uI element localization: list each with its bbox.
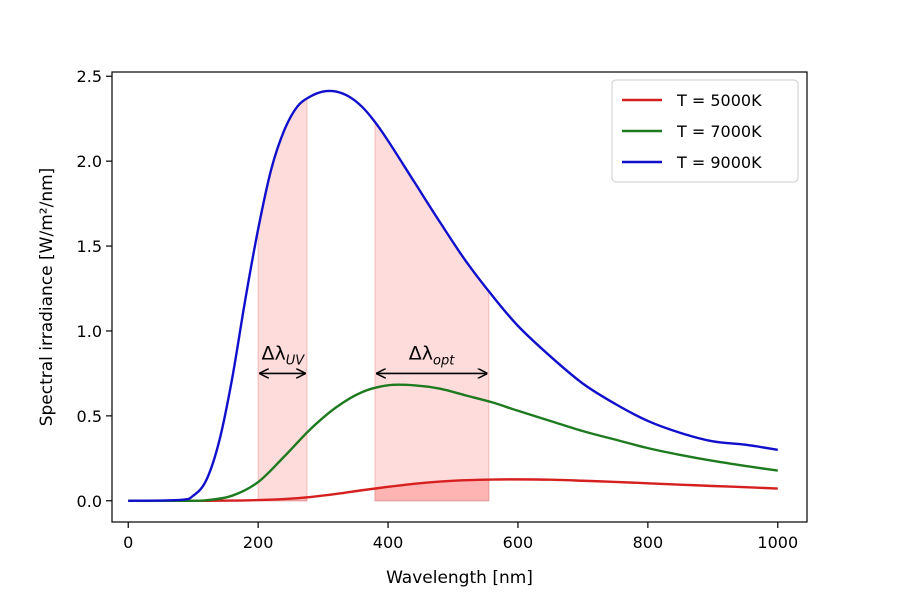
delta-lambda-opt-label: Δλopt	[409, 342, 455, 368]
annotations: ΔλUV Δλopt	[260, 342, 487, 373]
delta-lambda-uv-label: ΔλUV	[261, 342, 305, 368]
y-tick-label: 0.5	[77, 407, 102, 426]
x-tick-label: 0	[123, 533, 133, 552]
legend-label-3: T = 9000K	[676, 153, 762, 172]
x-tick-label: 400	[373, 533, 404, 552]
x-tick-label: 1000	[757, 533, 798, 552]
legend-box	[611, 79, 799, 183]
series-line-2	[128, 383, 778, 503]
legend-label-2: T = 7000K	[676, 122, 762, 141]
x-tick-label: 800	[633, 533, 664, 552]
y-tick-label: 1.0	[77, 322, 102, 341]
x-axis-ticks: 0 200 400 600 800 1000	[123, 522, 798, 552]
y-tick-label: 2.5	[77, 67, 102, 86]
band-optical-light	[374, 120, 490, 502]
x-axis-label: Wavelength [nm]	[386, 568, 533, 588]
x-tick-label: 600	[503, 533, 534, 552]
y-tick-label: 0.0	[77, 492, 102, 511]
series-line-1	[128, 478, 778, 502]
x-tick-label: 200	[243, 533, 274, 552]
plot-frame	[111, 71, 808, 523]
series-lines	[128, 89, 778, 503]
y-axis-label: Spectral irradiance [W/m²/nm]	[37, 168, 57, 427]
y-tick-label: 1.5	[77, 237, 102, 256]
series-line-3	[128, 89, 778, 502]
y-axis-ticks: 0.0 0.5 1.0 1.5 2.0 2.5	[77, 67, 112, 511]
legend: T = 5000K T = 7000K T = 9000K	[611, 79, 799, 183]
y-tick-label: 2.0	[77, 152, 102, 171]
legend-label-1: T = 5000K	[676, 91, 762, 110]
shaded-bands	[257, 98, 490, 502]
